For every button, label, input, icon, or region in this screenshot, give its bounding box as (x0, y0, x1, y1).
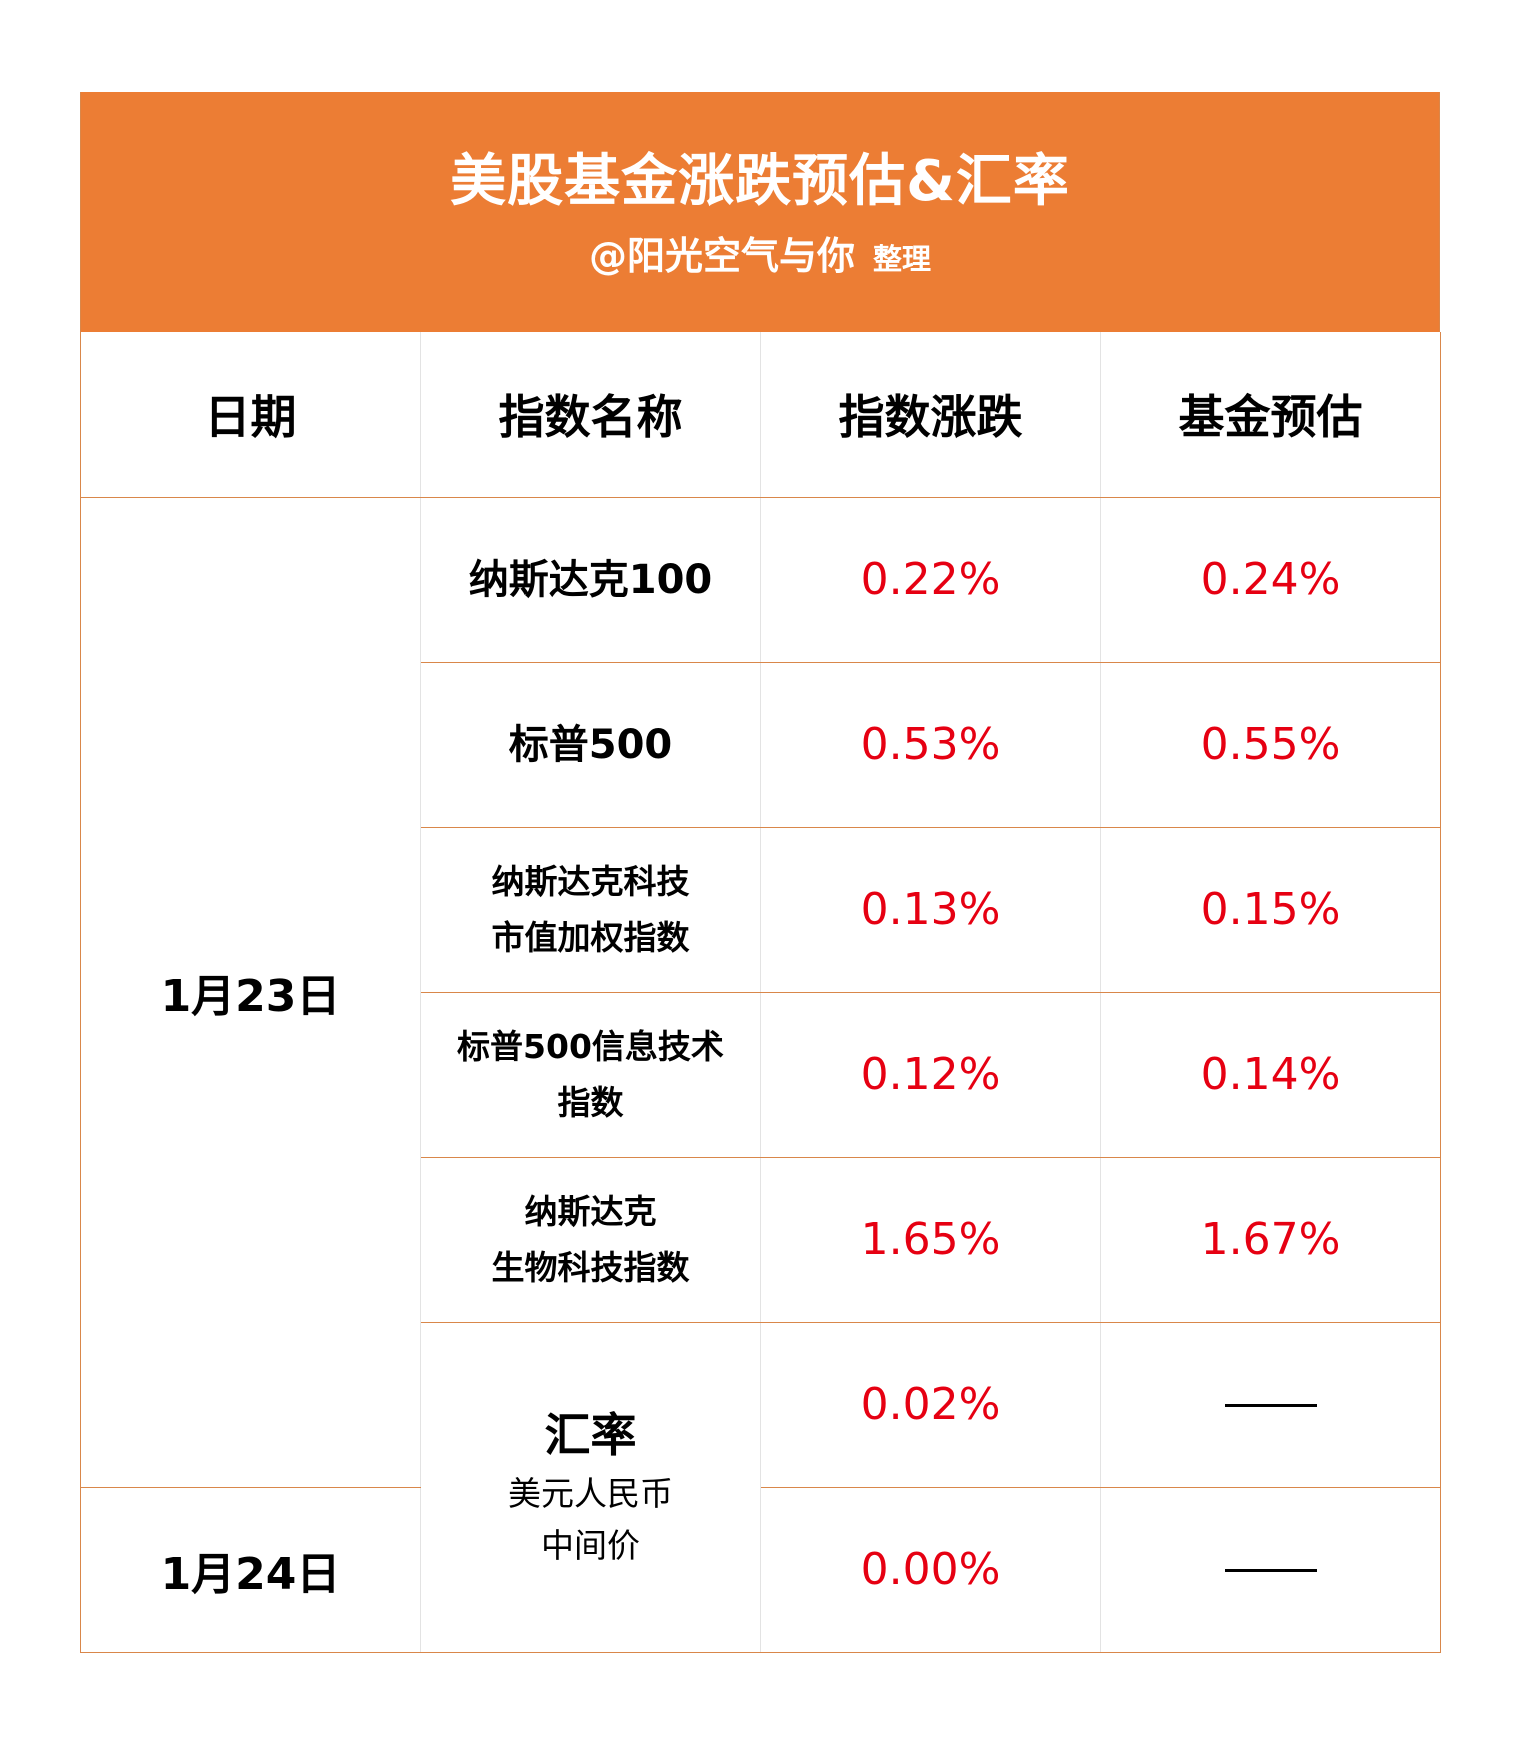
table-header-row: 日期 指数名称 指数涨跌 基金预估 (80, 332, 1441, 498)
column-header-index-name: 指数名称 (420, 332, 761, 498)
index-name-cell: 纳斯达克100 (420, 496, 761, 663)
index-change-cell: 0.12% (760, 991, 1101, 1158)
exchange-rate-name-cell: 汇率 美元人民币 中间价 (420, 1321, 761, 1653)
index-change-cell: 0.00% (760, 1486, 1101, 1653)
index-change-cell: 0.02% (760, 1321, 1101, 1488)
table-row: 1月23日 纳斯达克100 0.22% 0.24% (80, 496, 1441, 1488)
fund-estimate-cell: 0.24% (1100, 496, 1441, 663)
author-handle: @阳光空气与你 (588, 234, 855, 278)
table-row: 1月24日 0.00% (80, 1486, 1441, 1653)
index-name-cell: 标普500 (420, 661, 761, 828)
author-line: @阳光空气与你 整理 (81, 232, 1439, 283)
index-name-line: 标普500信息技术 (457, 1026, 724, 1066)
index-name-line: 指数 (557, 1082, 624, 1122)
fund-estimate-card: 美股基金涨跌预估&汇率 @阳光空气与你 整理 日期 指数名称 指数涨跌 基金预估 … (80, 92, 1441, 1653)
index-name-line: 纳斯达克科技 (491, 861, 690, 901)
fund-estimate-cell: 0.14% (1100, 991, 1441, 1158)
index-name-cell: 纳斯达克科技 市值加权指数 (420, 826, 761, 993)
exchange-rate-title: 汇率 (544, 1408, 637, 1462)
index-change-cell: 1.65% (760, 1156, 1101, 1323)
index-change-cell: 0.53% (760, 661, 1101, 828)
exchange-rate-subtitle-line: 美元人民币 (508, 1474, 673, 1513)
table-row: 汇率 美元人民币 中间价 0.02% (81, 1321, 1441, 1653)
fund-estimate-cell (1100, 1486, 1441, 1653)
page-title: 美股基金涨跌预估&汇率 (450, 149, 1070, 214)
author-suffix: 整理 (873, 242, 932, 276)
estimate-table: 日期 指数名称 指数涨跌 基金预估 1月23日 纳斯达克100 0.22% 0.… (80, 332, 1441, 1653)
fund-estimate-cell (1100, 1321, 1441, 1488)
column-header-fund-estimate: 基金预估 (1100, 332, 1441, 498)
date-cell: 1月23日 (80, 496, 421, 1488)
table-row: 标普500信息技术 指数 0.12% 0.14% (81, 991, 1441, 1158)
date-cell: 1月24日 (80, 1486, 421, 1653)
index-change-cell: 0.13% (760, 826, 1101, 993)
fund-estimate-cell: 1.67% (1100, 1156, 1441, 1323)
index-name-cell: 纳斯达克 生物科技指数 (420, 1156, 761, 1323)
index-name-line: 纳斯达克 (524, 1191, 657, 1231)
not-applicable-dash (1224, 1404, 1317, 1407)
index-name-line: 市值加权指数 (491, 917, 690, 957)
exchange-rate-subtitle-line: 中间价 (541, 1526, 640, 1565)
fund-estimate-cell: 0.55% (1100, 661, 1441, 828)
index-change-cell: 0.22% (760, 496, 1101, 663)
table-row: 标普500 0.53% 0.55% (81, 661, 1441, 828)
title-banner: 美股基金涨跌预估&汇率 @阳光空气与你 整理 (80, 92, 1440, 332)
fund-estimate-cell: 0.15% (1100, 826, 1441, 993)
table-row: 纳斯达克 生物科技指数 1.65% 1.67% (81, 1156, 1441, 1323)
index-name-line: 生物科技指数 (491, 1247, 690, 1287)
column-header-date: 日期 (80, 332, 421, 498)
index-name-cell: 标普500信息技术 指数 (420, 991, 761, 1158)
column-header-index-change: 指数涨跌 (760, 332, 1101, 498)
not-applicable-dash (1224, 1569, 1317, 1572)
